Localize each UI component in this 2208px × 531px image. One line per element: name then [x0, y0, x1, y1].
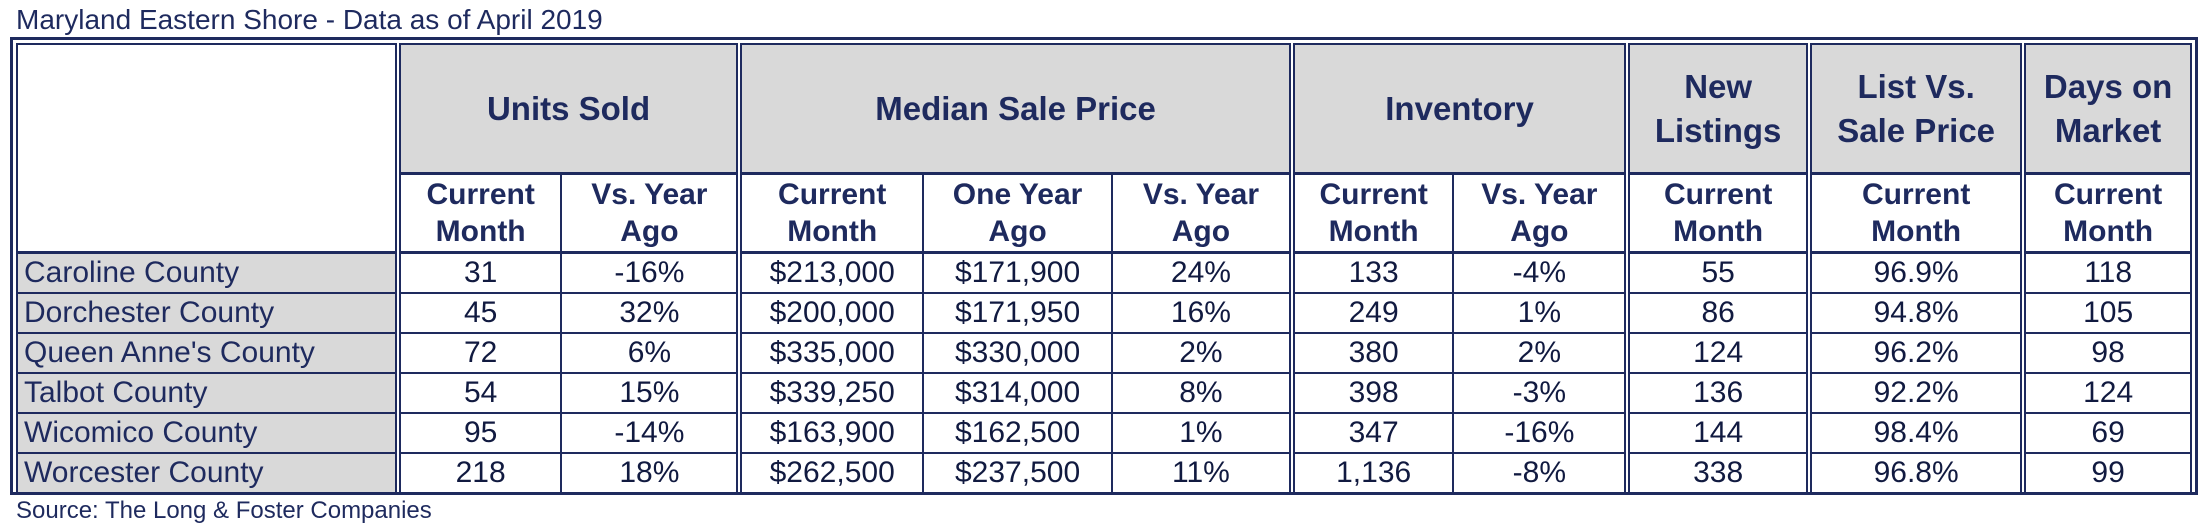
table-row: Dorchester County 45 32% $200,000 $171,9…	[16, 292, 2192, 334]
days-on-market-cell: 99	[2020, 452, 2192, 494]
median-price-current-cell: $213,000	[736, 251, 925, 294]
subheader-current-month: Current Month	[2020, 172, 2192, 254]
list-vs-sale-cell: 94.8%	[1806, 292, 2025, 334]
county-name-cell: Dorchester County	[16, 292, 399, 334]
market-data-table: Units Sold Median Sale Price Inventory N…	[16, 43, 2192, 494]
inventory-current-cell: 398	[1288, 372, 1455, 414]
list-vs-sale-cell: 98.4%	[1806, 412, 2025, 454]
table-row: Wicomico County 95 -14% $163,900 $162,50…	[16, 412, 2192, 454]
subheader-vs-year-ago: Vs. Year Ago	[1452, 172, 1629, 254]
county-rows: Caroline County 31 -16% $213,000 $171,90…	[16, 251, 2192, 494]
days-on-market-cell: 105	[2020, 292, 2192, 334]
list-vs-sale-cell: 96.2%	[1806, 332, 2025, 374]
new-listings-cell: 86	[1624, 292, 1811, 334]
median-price-vs-year-cell: 24%	[1111, 251, 1293, 294]
page-title: Maryland Eastern Shore - Data as of Apri…	[16, 4, 603, 35]
median-price-vs-year-cell: 8%	[1111, 372, 1293, 414]
header-list-vs-sale-price: List Vs. Sale Price	[1806, 43, 2025, 175]
subheader-row: Current Month Vs. Year Ago Current Month On…	[17, 172, 2192, 254]
subheader-vs-year-ago: Vs. Year Ago	[560, 172, 741, 254]
inventory-vs-year-cell: -16%	[1452, 412, 1629, 454]
units-sold-vs-year-cell: 18%	[560, 452, 741, 494]
units-sold-current-cell: 95	[394, 412, 563, 454]
new-listings-cell: 136	[1624, 372, 1811, 414]
units-sold-current-cell: 72	[394, 332, 563, 374]
units-sold-current-cell: 31	[394, 251, 563, 294]
inventory-current-cell: 380	[1288, 332, 1455, 374]
median-price-vs-year-cell: 2%	[1111, 332, 1293, 374]
subheader-current-month: Current Month	[1806, 172, 2025, 254]
median-price-one-year-ago-cell: $171,950	[922, 292, 1114, 334]
table-row: Talbot County 54 15% $339,250 $314,000 8…	[16, 372, 2192, 414]
subheader-vs-year-ago: Vs. Year Ago	[1111, 172, 1293, 254]
median-price-one-year-ago-cell: $330,000	[922, 332, 1114, 374]
county-name-cell: Caroline County	[16, 251, 399, 294]
group-header-row: Units Sold Median Sale Price Inventory N…	[16, 43, 2192, 254]
header-days-on-market: Days on Market	[2020, 43, 2192, 175]
median-price-current-cell: $163,900	[736, 412, 925, 454]
county-name-cell: Wicomico County	[16, 412, 399, 454]
inventory-vs-year-cell: 1%	[1452, 292, 1629, 334]
units-sold-current-cell: 54	[394, 372, 563, 414]
inventory-vs-year-cell: -3%	[1452, 372, 1629, 414]
median-price-current-cell: $339,250	[736, 372, 925, 414]
units-sold-vs-year-cell: -16%	[560, 251, 741, 294]
median-price-vs-year-cell: 11%	[1111, 452, 1293, 494]
median-price-one-year-ago-cell: $171,900	[922, 251, 1114, 294]
units-sold-vs-year-cell: 15%	[560, 372, 741, 414]
days-on-market-cell: 69	[2020, 412, 2192, 454]
median-price-vs-year-cell: 16%	[1111, 292, 1293, 334]
subheader-current-month: Current Month	[1288, 172, 1455, 254]
inventory-vs-year-cell: -8%	[1452, 452, 1629, 494]
header-new-listings: New Listings	[1624, 43, 1811, 175]
corner-cell	[16, 43, 399, 254]
days-on-market-cell: 98	[2020, 332, 2192, 374]
new-listings-cell: 144	[1624, 412, 1811, 454]
county-name-cell: Queen Anne's County	[16, 332, 399, 374]
median-price-current-cell: $200,000	[736, 292, 925, 334]
list-vs-sale-cell: 96.8%	[1806, 452, 2025, 494]
list-vs-sale-cell: 92.2%	[1806, 372, 2025, 414]
subheader-one-year-ago: One Year Ago	[922, 172, 1114, 254]
units-sold-vs-year-cell: -14%	[560, 412, 741, 454]
subheader-current-month: Current Month	[736, 172, 925, 254]
subheader-current-month: Current Month	[394, 172, 563, 254]
median-price-current-cell: $262,500	[736, 452, 925, 494]
county-name-cell: Talbot County	[16, 372, 399, 414]
new-listings-cell: 55	[1624, 251, 1811, 294]
subheader-current-month: Current Month	[1624, 172, 1811, 254]
table-row: Worcester County 218 18% $262,500 $237,5…	[16, 452, 2192, 494]
inventory-current-cell: 1,136	[1288, 452, 1455, 494]
units-sold-vs-year-cell: 32%	[560, 292, 741, 334]
new-listings-cell: 338	[1624, 452, 1811, 494]
units-sold-current-cell: 218	[394, 452, 563, 494]
median-price-vs-year-cell: 1%	[1111, 412, 1293, 454]
county-name-cell: Worcester County	[16, 452, 399, 494]
header-units-sold: Units Sold	[394, 43, 741, 175]
median-price-one-year-ago-cell: $314,000	[922, 372, 1114, 414]
inventory-current-cell: 133	[1288, 251, 1455, 294]
table-row: Queen Anne's County 72 6% $335,000 $330,…	[16, 332, 2192, 374]
market-data-table-frame: Units Sold Median Sale Price Inventory N…	[10, 37, 2198, 495]
inventory-current-cell: 249	[1288, 292, 1455, 334]
units-sold-current-cell: 45	[394, 292, 563, 334]
median-price-one-year-ago-cell: $162,500	[922, 412, 1114, 454]
inventory-vs-year-cell: -4%	[1452, 251, 1629, 294]
median-price-one-year-ago-cell: $237,500	[922, 452, 1114, 494]
new-listings-cell: 124	[1624, 332, 1811, 374]
header-inventory: Inventory	[1288, 43, 1629, 175]
inventory-current-cell: 347	[1288, 412, 1455, 454]
list-vs-sale-cell: 96.9%	[1806, 251, 2025, 294]
header-median-sale-price: Median Sale Price	[736, 43, 1293, 175]
inventory-vs-year-cell: 2%	[1452, 332, 1629, 374]
table-row: Caroline County 31 -16% $213,000 $171,90…	[16, 251, 2192, 294]
days-on-market-cell: 118	[2020, 251, 2192, 294]
days-on-market-cell: 124	[2020, 372, 2192, 414]
units-sold-vs-year-cell: 6%	[560, 332, 741, 374]
median-price-current-cell: $335,000	[736, 332, 925, 374]
source-note: Source: The Long & Foster Companies	[16, 497, 432, 524]
